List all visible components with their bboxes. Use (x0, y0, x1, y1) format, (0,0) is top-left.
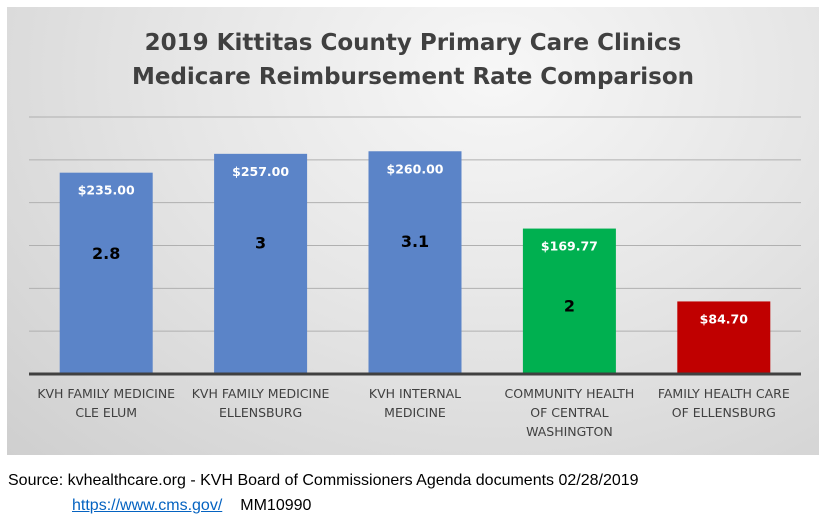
category-label: KVH FAMILY MEDICINE (37, 386, 175, 401)
value-label: $257.00 (232, 164, 289, 179)
value-label: $84.70 (700, 311, 749, 326)
category-label: OF ELLENSBURG (672, 405, 776, 420)
bar-chart: 2019 Kittitas County Primary Care Clinic… (29, 30, 801, 439)
value-label: $235.00 (78, 183, 135, 198)
source-references: https://www.cms.gov/MM10990 (72, 497, 311, 515)
bar (59, 172, 153, 374)
value-label: $169.77 (541, 239, 598, 254)
category-labels: KVH FAMILY MEDICINE CLE ELUM KVH FAMILY ME… (37, 386, 790, 439)
category-label: WASHINGTON (526, 424, 613, 439)
chart-area: 2019 Kittitas County Primary Care Clinic… (7, 7, 819, 455)
cms-link[interactable]: https://www.cms.gov/ (72, 497, 223, 514)
category-label: MEDICINE (384, 405, 446, 420)
bar (368, 151, 462, 374)
bar (522, 228, 616, 374)
ratio-label: 3 (255, 234, 266, 253)
bar (214, 153, 308, 374)
category-label: FAMILY HEALTH CARE (658, 386, 790, 401)
chart-title-line-1: 2019 Kittitas County Primary Care Clinic… (145, 30, 682, 56)
category-label: KVH INTERNAL (369, 386, 461, 401)
category-label: ELLENSBURG (219, 405, 302, 420)
category-label: COMMUNITY HEALTH (505, 386, 635, 401)
category-label: KVH FAMILY MEDICINE (192, 386, 330, 401)
chart-title-line-2: Medicare Reimbursement Rate Comparison (132, 64, 694, 90)
data-labels: $235.00 2.8 $257.00 3 $260.00 3.1 $169.77 2 $84.… (78, 161, 748, 326)
ratio-label: 2 (564, 296, 575, 315)
value-label: $260.00 (387, 161, 444, 176)
bars (59, 151, 771, 374)
ratio-label: 3.1 (401, 232, 429, 251)
source-citation: Source: kvhealthcare.org - KVH Board of … (8, 472, 639, 489)
category-label: OF CENTRAL (530, 405, 608, 420)
category-label: CLE ELUM (75, 405, 137, 420)
bar (677, 301, 771, 374)
ratio-label: 2.8 (92, 244, 120, 263)
mm-code: MM10990 (240, 497, 312, 514)
